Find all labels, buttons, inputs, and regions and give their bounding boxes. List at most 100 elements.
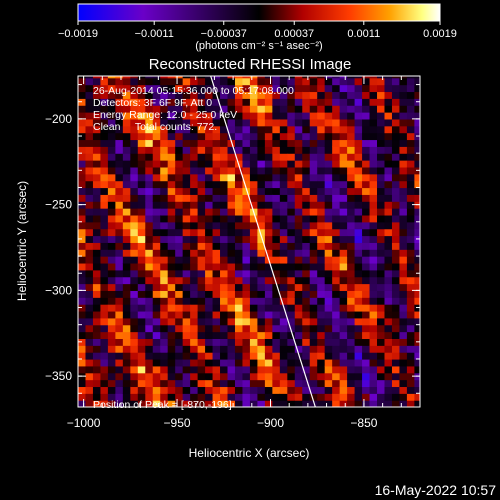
heatmap-cell xyxy=(317,125,326,134)
heatmap-cell xyxy=(399,139,408,147)
heatmap-cell xyxy=(197,386,206,394)
heatmap-cell xyxy=(377,276,386,285)
heatmap-cell xyxy=(242,125,251,134)
heatmap-cell xyxy=(272,372,281,381)
heatmap-cell xyxy=(92,256,102,264)
heatmap-cell xyxy=(160,249,169,257)
colorbar-tick-label: −0.0019 xyxy=(58,28,98,40)
heatmap-cell xyxy=(197,118,206,127)
heatmap-cell xyxy=(160,228,169,237)
heatmap-cell xyxy=(377,304,386,312)
heatmap-cell xyxy=(234,228,244,237)
heatmap-cell xyxy=(107,386,116,394)
heatmap-cell xyxy=(85,194,94,202)
heatmap-cell xyxy=(182,214,191,223)
heatmap-cell xyxy=(182,77,191,86)
heatmap-cell xyxy=(175,297,184,305)
heatmap-cell xyxy=(167,345,176,353)
heatmap-cell xyxy=(391,400,401,407)
heatmap-cell xyxy=(287,386,296,394)
heatmap-cell xyxy=(167,84,176,93)
heatmap-cell xyxy=(384,297,393,305)
heatmap-cell xyxy=(347,221,356,230)
heatmap-cell xyxy=(242,208,251,216)
heatmap-cell xyxy=(257,173,266,182)
heatmap-cell xyxy=(145,372,154,381)
heatmap-cell xyxy=(92,146,102,154)
heatmap-cell xyxy=(85,77,94,86)
heatmap-cell xyxy=(384,187,393,195)
heatmap-cell xyxy=(107,242,116,250)
heatmap-cell xyxy=(242,98,251,106)
heatmap-cell xyxy=(190,256,199,264)
heatmap-cell xyxy=(257,324,266,333)
heatmap-cell xyxy=(257,194,266,202)
heatmap-cell xyxy=(220,352,229,360)
heatmap-cell xyxy=(406,160,415,168)
heatmap-cell xyxy=(302,76,311,79)
heatmap-cell xyxy=(137,269,146,278)
heatmap-cell xyxy=(242,310,251,319)
heatmap-cell xyxy=(377,146,386,154)
heatmap-cell xyxy=(100,276,109,285)
heatmap-cell xyxy=(406,91,415,99)
heatmap-cell xyxy=(78,160,87,168)
heatmap-cell xyxy=(92,324,102,333)
heatmap-cell xyxy=(242,214,251,223)
heatmap-cell xyxy=(339,331,348,339)
heatmap-cell xyxy=(249,118,259,127)
heatmap-cell xyxy=(152,365,161,374)
heatmap-cell xyxy=(137,304,146,312)
heatmap-cell xyxy=(190,105,199,113)
heatmap-cell xyxy=(115,201,124,209)
heatmap-cell xyxy=(257,242,266,250)
heatmap-cell xyxy=(212,283,221,291)
heatmap-cell xyxy=(377,297,386,305)
heatmap-cell xyxy=(406,262,415,271)
heatmap-cell xyxy=(354,208,363,216)
heatmap-cell xyxy=(197,201,206,209)
heatmap-cell xyxy=(302,290,311,298)
heatmap-cell xyxy=(122,358,131,367)
heatmap-cell xyxy=(249,228,259,237)
heatmap-cell xyxy=(384,276,393,285)
heatmap-cell xyxy=(242,173,251,182)
heatmap-cell xyxy=(115,98,124,106)
heatmap-cell xyxy=(175,208,184,216)
heatmap-cell xyxy=(249,76,259,79)
heatmap-cell xyxy=(332,249,341,257)
heatmap-cell xyxy=(145,166,154,175)
heatmap-cell xyxy=(242,400,251,407)
heatmap-cell xyxy=(85,358,94,367)
heatmap-cell xyxy=(362,221,371,230)
heatmap-cell xyxy=(78,386,87,394)
heatmap-cell xyxy=(339,297,348,305)
heatmap-cell xyxy=(130,153,139,161)
heatmap-cell xyxy=(152,77,161,86)
heatmap-cell xyxy=(362,276,371,285)
heatmap-cell xyxy=(362,146,371,154)
heatmap-cell xyxy=(324,324,333,333)
heatmap-cell xyxy=(137,91,146,99)
heatmap-cell xyxy=(399,235,408,243)
heatmap-cell xyxy=(100,132,109,141)
heatmap-cell xyxy=(279,77,288,86)
heatmap-cell xyxy=(399,153,408,161)
heatmap-cell xyxy=(92,105,102,113)
heatmap-cell xyxy=(391,365,401,374)
heatmap-cell xyxy=(287,235,296,243)
heatmap-cell xyxy=(287,262,296,271)
heatmap-cell xyxy=(384,393,393,401)
heatmap-cell xyxy=(145,208,154,216)
heatmap-cell xyxy=(384,228,393,237)
heatmap-cell xyxy=(78,235,87,243)
heatmap-cell xyxy=(257,256,266,264)
heatmap-cell xyxy=(264,290,273,298)
heatmap-cell xyxy=(160,187,169,195)
heatmap-cell xyxy=(362,105,371,113)
heatmap-cell xyxy=(309,194,318,202)
heatmap-cell xyxy=(212,242,221,250)
heatmap-cell xyxy=(339,317,348,326)
heatmap-cell xyxy=(249,345,259,353)
heatmap-cell xyxy=(384,256,393,264)
